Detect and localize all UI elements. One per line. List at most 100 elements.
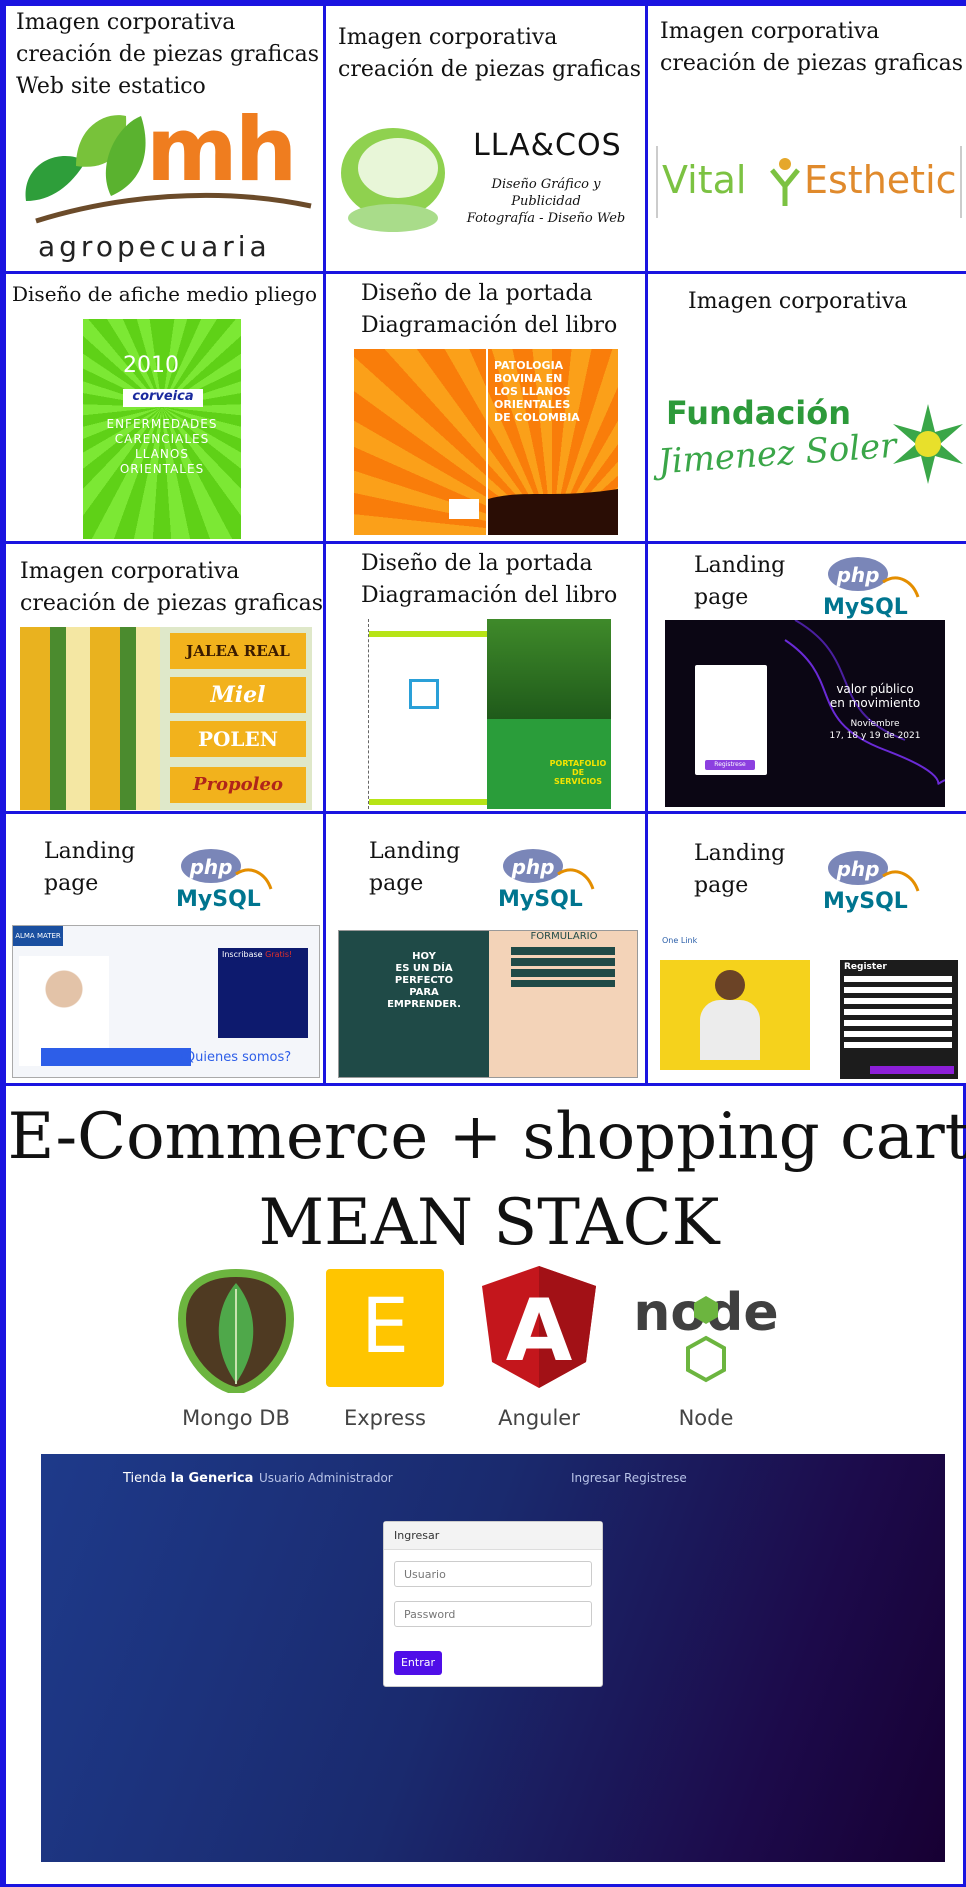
nav-registrese[interactable]: Registrese [624, 1471, 687, 1485]
book-cover-thumbnail: PATOLOGIA BOVINA EN LOS LLANOS ORIENTALE… [354, 349, 618, 535]
cell-mh-agropecuaria: Imagen corporativa creación de piezas gr… [3, 3, 326, 274]
cell-caption: Imagen corporativa creación de piezas gr… [338, 25, 642, 82]
landing-register-button[interactable]: Registrese [705, 760, 755, 770]
angular-shield-icon: A [482, 1266, 596, 1388]
password-input[interactable]: Password [394, 1601, 592, 1627]
cell-landing-emprender: Landing page php MySQL HOY ES UN DÍA PER… [323, 811, 648, 1086]
label-propoleo: Propoleo [170, 767, 306, 803]
landing-brand: ALMA MATER [13, 926, 63, 946]
cell-vital-esthetic: Imagen corporativa creación de piezas gr… [645, 3, 966, 274]
cell-book-cover-1: Diseño de la portada Diagramación del li… [323, 271, 648, 544]
mysql-text: MySQL [176, 887, 261, 912]
php-mysql-logo: php MySQL [176, 849, 273, 912]
fundacion-logo: Fundación Jimenez Soler [648, 394, 966, 504]
cell-landing-interruptor: Landing page php MySQL Registrese valor … [645, 541, 966, 814]
label-jalea: JALEA REAL [170, 633, 306, 669]
poster-brand: corveica [123, 389, 203, 407]
llacos-tagline: Diseño Gráfico y Publicidad Fotografía -… [466, 177, 626, 226]
mean-title-line2: MEAN STACK [258, 1186, 720, 1260]
llacos-wordmark: LLA&COS [473, 128, 622, 163]
express-glyph: E [360, 1281, 410, 1370]
mongodb-leaf-icon [178, 1269, 294, 1393]
mean-title-line1: E-Commerce + shopping cart [7, 1100, 966, 1174]
brochure-label: PORTAFOLIO DE SERVICIOS [549, 759, 607, 786]
nav-ingresar[interactable]: Ingresar [571, 1471, 621, 1485]
llacos-circle-icon [341, 128, 445, 232]
sunset-silhouette-icon [449, 489, 618, 535]
php-text: php [836, 857, 880, 881]
esthetic-word: Esthetic [804, 158, 957, 202]
tech-label-mongodb: Mongo DB [182, 1406, 290, 1430]
cell-caption: Diseño de la portada Diagramación del li… [361, 551, 618, 608]
landing-thumbnail: ALMA MATER Inscribase Gratis! ¿Quienes s… [12, 925, 320, 1078]
cell-llacos: Imagen corporativa creación de piezas gr… [323, 3, 648, 274]
mysql-text: MySQL [823, 889, 908, 914]
landing-thumbnail: Registrese valor público en movimiento N… [665, 620, 945, 807]
cell-caption: Landing page [44, 839, 136, 896]
llacos-logo: LLA&COS Diseño Gráfico y Publicidad Foto… [338, 118, 643, 238]
vital-word: Vital [662, 158, 747, 202]
vital-esthetic-logo: Vital Esthetic [656, 146, 962, 218]
cell-caption: Imagen corporativa creación de piezas gr… [660, 19, 964, 76]
poster-year: 2010 [123, 353, 179, 378]
label-miel: Miel [170, 677, 306, 713]
cell-caption: Imagen corporativa creación de piezas gr… [16, 10, 320, 99]
php-mysql-logo: php MySQL [823, 851, 920, 914]
label-polen: POLEN [170, 721, 306, 757]
cell-fundacion: Imagen corporativa Fundación Jimenez Sol… [645, 271, 966, 544]
nodejs-icon: node [633, 1283, 779, 1383]
express-e-icon: E [326, 1269, 444, 1387]
php-mysql-logo: php MySQL [823, 557, 920, 620]
php-mysql-logo: php MySQL [498, 849, 595, 912]
mysql-text: MySQL [498, 887, 583, 912]
brand[interactable]: Tienda la Generica [123, 1471, 254, 1486]
tech-label-express: Express [343, 1406, 426, 1430]
nav-administrador[interactable]: Administrador [308, 1471, 393, 1485]
cell-caption: Imagen corporativa creación de piezas gr… [20, 559, 324, 616]
mh-leaves-icon [25, 115, 312, 224]
poster-thumbnail: 2010 corveica ENFERMEDADES CARENCIALES L… [83, 319, 241, 539]
store-app-screenshot: Tienda la Generica Usuario Administrador… [41, 1454, 945, 1862]
mean-stack-section: E-Commerce + shopping cart MEAN STACK Mo… [3, 1083, 966, 1887]
tech-label-angular: Anguler [498, 1406, 580, 1430]
cell-caption: Landing page [694, 841, 786, 898]
angular-glyph: A [506, 1281, 573, 1381]
mysql-text: MySQL [823, 595, 908, 620]
cell-book-cover-2: Diseño de la portada Diagramación del li… [323, 541, 648, 814]
fundacion-word: Fundación [666, 394, 852, 432]
fundacion-script: Jimenez Soler [656, 425, 898, 483]
book-title: PATOLOGIA BOVINA EN LOS LLANOS ORIENTALE… [494, 359, 580, 424]
login-header: Ingresar [384, 1522, 602, 1550]
landing-register-title: Register [844, 962, 887, 972]
cell-poster: Diseño de afiche medio pliego 2010 corve… [3, 271, 326, 544]
cell-landing-onelink: Landing page php MySQL One Link Register [645, 811, 966, 1086]
landing-form-title: FORMULARIO [530, 931, 598, 942]
login-submit-button[interactable]: Entrar [394, 1651, 442, 1675]
brochure-thumbnail: PORTAFOLIO DE SERVICIOS [368, 619, 611, 809]
php-text: php [189, 855, 233, 879]
figure-icon [770, 158, 800, 206]
wave-lines-icon [784, 620, 945, 785]
labels-thumbnail: JALEA REAL Miel POLEN Propoleo [20, 627, 312, 810]
cell-landing-almamater: Landing page php MySQL ALMA MATER Inscri… [3, 811, 326, 1086]
username-input[interactable]: Usuario [394, 1561, 592, 1587]
star-sun-icon [893, 404, 963, 484]
cell-labels: Imagen corporativa creación de piezas gr… [3, 541, 326, 814]
tech-label-node: Node [678, 1406, 734, 1430]
nav-usuario[interactable]: Usuario [259, 1471, 305, 1485]
mh-subtitle: agropecuaria [38, 230, 271, 263]
cell-caption: Imagen corporativa [688, 289, 908, 314]
php-text: php [511, 855, 555, 879]
cell-caption: Diseño de la portada Diagramación del li… [361, 281, 618, 338]
landing-cta: Inscribase Gratis! [222, 950, 293, 959]
login-card: Ingresar Usuario Password Entrar [383, 1521, 603, 1687]
landing-headline: valor público en movimiento [829, 682, 921, 710]
landing-thumbnail: HOY ES UN DÍA PERFECTO PARA EMPRENDER. F… [338, 930, 638, 1078]
landing-brand: One Link [662, 936, 698, 945]
mh-wordmark: mh [146, 106, 297, 201]
cell-caption: Landing page [369, 839, 461, 896]
poster-text: ENFERMEDADES CARENCIALES LLANOS ORIENTAL… [106, 417, 218, 476]
landing-about-link[interactable]: ¿Quienes somos? [178, 1050, 292, 1065]
php-text: php [836, 563, 880, 587]
